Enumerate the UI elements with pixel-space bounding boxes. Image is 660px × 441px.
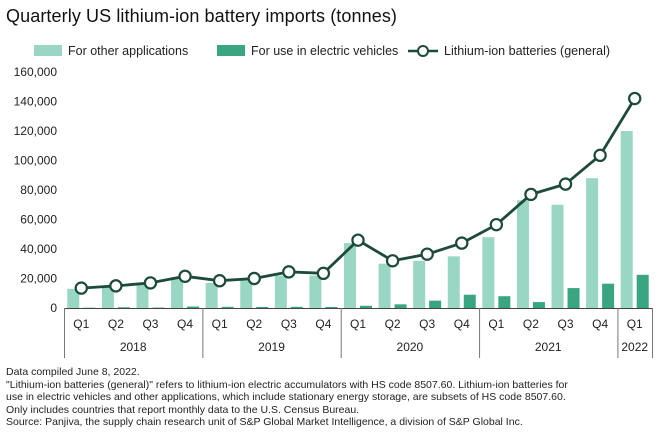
legend-swatch-marker [417, 45, 429, 57]
bar-other-applications [205, 282, 218, 308]
bar-other-applications [482, 237, 495, 308]
bar-electric-vehicles [532, 302, 545, 308]
x-tick-label: Q3 [419, 317, 435, 331]
line-general-point [628, 91, 642, 106]
bar-other-applications [309, 275, 322, 308]
y-tick-label: 120,000 [14, 124, 58, 138]
x-tick-label: Q1 [627, 317, 643, 331]
bar-electric-vehicles [221, 306, 234, 308]
bar-other-applications [171, 278, 184, 308]
year-label: 2020 [397, 340, 424, 354]
chart-title: Quarterly US lithium-ion battery imports… [6, 6, 398, 26]
line-general-point [524, 187, 538, 202]
bar-other-applications [274, 275, 287, 308]
x-tick-label: Q2 [523, 317, 539, 331]
bar-other-applications [413, 260, 426, 308]
bar-electric-vehicles [394, 304, 407, 308]
y-tick-label: 40,000 [20, 242, 57, 256]
footnote-line: Only includes countries that report mont… [6, 403, 360, 416]
legend-label: For other applications [68, 44, 188, 58]
bar-electric-vehicles [117, 307, 130, 309]
chart-svg: 0 20,000 40,000 60,000 80,000 100,000 120,000 1… [14, 44, 653, 358]
bar-electric-vehicles [360, 305, 372, 308]
footnote-line: Source: Panjiva, the supply chain resear… [6, 416, 523, 429]
y-tick-label: 140,000 [14, 95, 58, 109]
line-general-point [455, 236, 469, 250]
x-tick-label: Q4 [315, 317, 331, 331]
bar-electric-vehicles [152, 307, 165, 309]
bar-other-applications [240, 279, 253, 308]
year-label: 2021 [535, 340, 562, 354]
x-tick-label: Q1 [212, 317, 228, 331]
bar-electric-vehicles [325, 306, 338, 308]
bar-electric-vehicles [602, 283, 615, 308]
bar-electric-vehicles [256, 306, 269, 308]
legend-label: Lithium-ion batteries (general) [444, 44, 610, 58]
x-tick-label: Q2 [246, 317, 262, 331]
y-tick-label: 100,000 [14, 154, 58, 168]
bar-other-applications [620, 131, 633, 308]
bar-electric-vehicles [636, 274, 649, 308]
bar-other-applications [551, 204, 564, 308]
line-general-point [351, 233, 365, 247]
line-general-point [282, 265, 296, 279]
x-tick-label: Q3 [142, 317, 158, 331]
bar-other-applications [378, 263, 391, 308]
bar-other-applications [344, 243, 356, 308]
line-general-point [74, 281, 88, 295]
bar-other-applications [101, 287, 114, 308]
y-tick-label: 60,000 [20, 213, 57, 227]
line-general-point [143, 276, 158, 290]
x-tick-label: Q4 [592, 317, 608, 331]
footnote-line: "Lithium-ion batteries (general)" refers… [6, 378, 568, 391]
line-general-point [385, 254, 400, 268]
footnote-line: Data compiled June 8, 2022. [6, 366, 140, 378]
bar-other-applications [516, 200, 529, 308]
line-general-point [316, 266, 331, 281]
line-general-point [212, 274, 227, 288]
line-general-point [247, 271, 261, 286]
y-tick-label: 160,000 [14, 65, 58, 79]
legend-label: For use in electric vehicles [251, 44, 398, 58]
year-label: 2018 [120, 340, 147, 354]
bar-electric-vehicles [187, 306, 200, 308]
legend-swatch-electric-vehicles [217, 45, 245, 56]
line-general-point [558, 177, 573, 191]
x-tick-label: Q1 [350, 317, 366, 331]
x-tick-label: Q1 [73, 317, 89, 331]
bar-electric-vehicles [498, 296, 511, 308]
legend-swatch-other-applications [34, 45, 62, 56]
y-tick-label: 80,000 [20, 183, 57, 197]
footnote-line: use in electric vehicles and other appli… [6, 391, 566, 404]
year-label: 2019 [258, 340, 285, 354]
legend: For other applications For use in electri… [34, 44, 610, 58]
bar-electric-vehicles [463, 294, 476, 308]
x-tick-label: Q1 [488, 317, 504, 331]
bar-other-applications [67, 288, 80, 308]
x-tick-label: Q3 [281, 317, 297, 331]
line-general-point [109, 279, 123, 293]
year-label: 2022 [621, 340, 648, 354]
line-general-point [489, 217, 504, 232]
x-tick-label: Q2 [385, 317, 401, 331]
bar-other-applications [586, 178, 599, 308]
y-tick-label: 0 [50, 301, 57, 315]
x-tick-label: Q3 [558, 317, 574, 331]
x-tick-label: Q4 [454, 317, 470, 331]
bar-electric-vehicles [429, 300, 442, 308]
y-tick-label: 20,000 [20, 272, 57, 286]
bar-other-applications [136, 282, 149, 308]
line-general-point [178, 269, 192, 283]
footnotes: Data compiled June 8, 2022. "Lithium-ion… [6, 366, 656, 429]
bar-electric-vehicles [290, 306, 303, 308]
bar-electric-vehicles [567, 288, 580, 308]
line-general-point [593, 148, 607, 163]
x-tick-label: Q2 [108, 317, 124, 331]
x-tick-label: Q4 [177, 317, 193, 331]
bar-other-applications [447, 256, 460, 308]
line-general-point [420, 247, 434, 261]
